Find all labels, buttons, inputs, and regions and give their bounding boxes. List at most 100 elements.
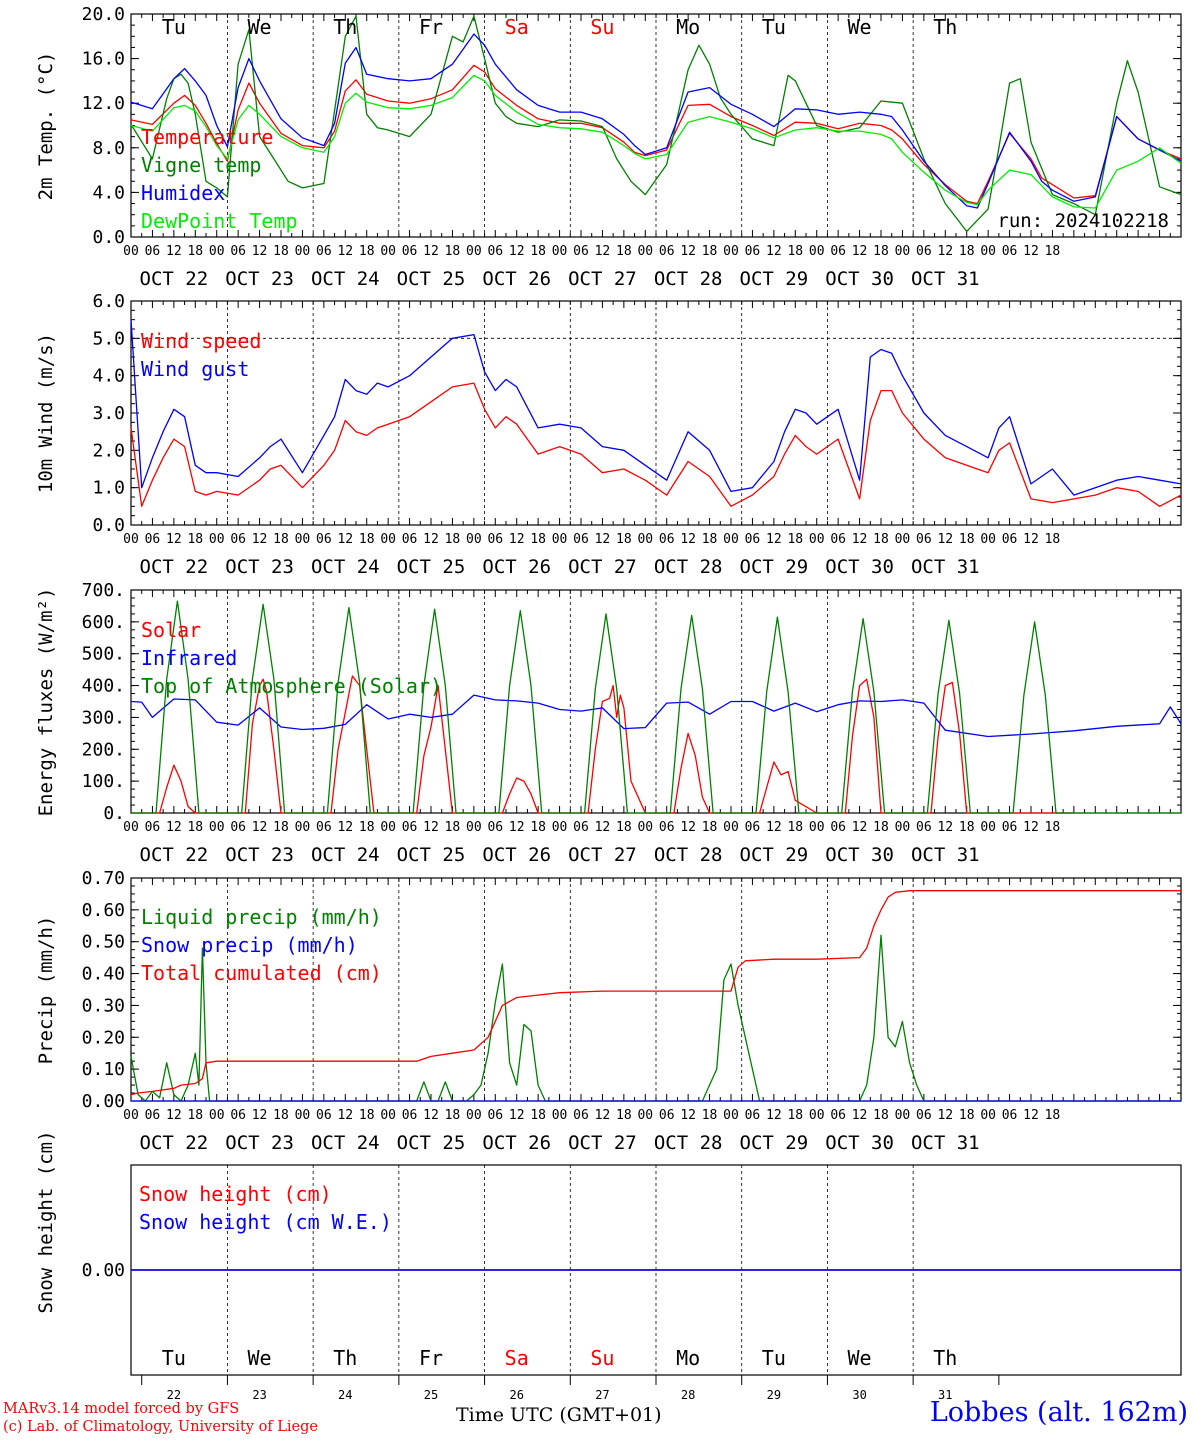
x-hour-label: 18 — [616, 532, 632, 547]
x-axis-title: Time UTC (GMT+01) — [456, 1404, 662, 1426]
x-hour-label: 00 — [466, 244, 482, 259]
x-hour-label: 12 — [423, 1108, 439, 1123]
x-hour-label: 06 — [145, 1108, 161, 1123]
x-hour-label: 18 — [445, 532, 461, 547]
x-date-label: OCT 24 — [311, 844, 380, 866]
x-hour-label: 18 — [702, 532, 718, 547]
x-hour-label: 06 — [745, 244, 761, 259]
x-hour-label: 00 — [895, 244, 911, 259]
x-hour-label: 06 — [402, 1108, 418, 1123]
location-title: Lobbes (alt. 162m) — [929, 1397, 1188, 1428]
x-hour-label: 12 — [766, 244, 782, 259]
x-date-label: OCT 24 — [311, 1132, 380, 1154]
x-date-label: OCT 24 — [311, 556, 380, 578]
y-tick-label: 0.60 — [82, 900, 125, 921]
weekday-label: We — [248, 1346, 272, 1370]
x-hour-label: 00 — [723, 820, 739, 835]
x-hour-label: 00 — [895, 1108, 911, 1123]
x-hour-label: 00 — [809, 532, 825, 547]
x-hour-label: 18 — [273, 532, 289, 547]
x-hour-label: 18 — [1045, 532, 1061, 547]
x-hour-label: 06 — [745, 820, 761, 835]
x-hour-label: 18 — [359, 820, 375, 835]
x-hour-label: 06 — [316, 820, 332, 835]
x-hour-label: 12 — [595, 244, 611, 259]
x-hour-label: 00 — [552, 532, 568, 547]
x-date-label: OCT 30 — [825, 268, 894, 290]
weekday-label: Sa — [505, 15, 529, 39]
x-hour-label: 06 — [573, 244, 589, 259]
x-hour-label: 12 — [509, 244, 525, 259]
x-hour-label: 00 — [552, 820, 568, 835]
legend-entry: Vigne temp — [141, 153, 261, 177]
day-number-label: 24 — [338, 1388, 352, 1402]
x-hour-label: 00 — [209, 820, 225, 835]
plot-frame — [130, 300, 1182, 526]
x-date-label: OCT 29 — [740, 268, 809, 290]
x-hour-label: 12 — [166, 820, 182, 835]
x-hour-label: 12 — [423, 244, 439, 259]
y-tick-label: 2.0 — [92, 440, 125, 461]
y-tick-label: 6.0 — [92, 291, 125, 312]
panel-2 — [130, 300, 1182, 526]
day-number-label: 31 — [938, 1388, 952, 1402]
x-date-label: OCT 30 — [825, 556, 894, 578]
x-hour-label: 12 — [166, 532, 182, 547]
legend-entry: Liquid precip (mm/h) — [141, 905, 382, 929]
y-tick-label: 4.0 — [92, 182, 125, 203]
x-hour-label: 18 — [187, 820, 203, 835]
day-number-label: 30 — [852, 1388, 866, 1402]
x-hour-label: 18 — [187, 1108, 203, 1123]
x-hour-label: 06 — [487, 532, 503, 547]
weekday-label: Tu — [762, 1346, 786, 1370]
series-line-wind-speed — [130, 382, 1182, 507]
x-hour-label: 00 — [980, 1108, 996, 1123]
legend-entry: Solar — [141, 618, 201, 642]
x-hour-label: 06 — [1002, 532, 1018, 547]
x-date-label: OCT 29 — [740, 556, 809, 578]
x-hour-label: 12 — [252, 1108, 268, 1123]
weekday-label: Sa — [505, 1346, 529, 1370]
x-date-label: OCT 25 — [397, 268, 466, 290]
x-hour-label: 12 — [937, 532, 953, 547]
x-hour-label: 12 — [852, 820, 868, 835]
weekday-label: We — [848, 1346, 872, 1370]
x-date-label: OCT 26 — [482, 1132, 551, 1154]
x-hour-label: 18 — [273, 820, 289, 835]
x-hour-label: 12 — [509, 1108, 525, 1123]
legend-entry: Infrared — [141, 646, 237, 670]
x-date-label: OCT 25 — [397, 556, 466, 578]
x-hour-label: 00 — [637, 820, 653, 835]
x-hour-label: 06 — [573, 532, 589, 547]
y-tick-label: 16.0 — [82, 49, 125, 70]
weekday-label: Su — [590, 15, 614, 39]
x-date-label: OCT 26 — [482, 556, 551, 578]
weekday-label: Tu — [162, 15, 186, 39]
x-hour-label: 18 — [273, 244, 289, 259]
weekday-label: Su — [590, 1346, 614, 1370]
y-tick-label: 3.0 — [92, 403, 125, 424]
x-hour-label: 06 — [230, 820, 246, 835]
x-hour-label: 18 — [702, 1108, 718, 1123]
y-tick-label: 0.20 — [82, 1027, 125, 1048]
x-hour-label: 06 — [745, 532, 761, 547]
day-number-label: 28 — [681, 1388, 695, 1402]
weekday-label: Mo — [676, 15, 700, 39]
x-hour-label: 00 — [809, 820, 825, 835]
x-hour-label: 06 — [830, 820, 846, 835]
x-hour-label: 06 — [573, 1108, 589, 1123]
legend-entry: Snow precip (mm/h) — [141, 933, 358, 957]
x-hour-label: 12 — [337, 532, 353, 547]
y-tick-label: 0.50 — [82, 932, 125, 953]
x-hour-label: 00 — [723, 1108, 739, 1123]
x-hour-label: 00 — [980, 532, 996, 547]
weekday-label: Fr — [419, 15, 443, 39]
x-hour-label: 00 — [295, 820, 311, 835]
x-date-label: OCT 22 — [140, 268, 209, 290]
x-hour-label: 12 — [766, 532, 782, 547]
legend-entry: Top of Atmosphere (Solar) — [141, 674, 442, 698]
run-annotation: run: 2024102218 — [997, 210, 1169, 232]
x-hour-label: 18 — [359, 244, 375, 259]
x-hour-label: 06 — [487, 1108, 503, 1123]
x-date-label: OCT 22 — [140, 844, 209, 866]
